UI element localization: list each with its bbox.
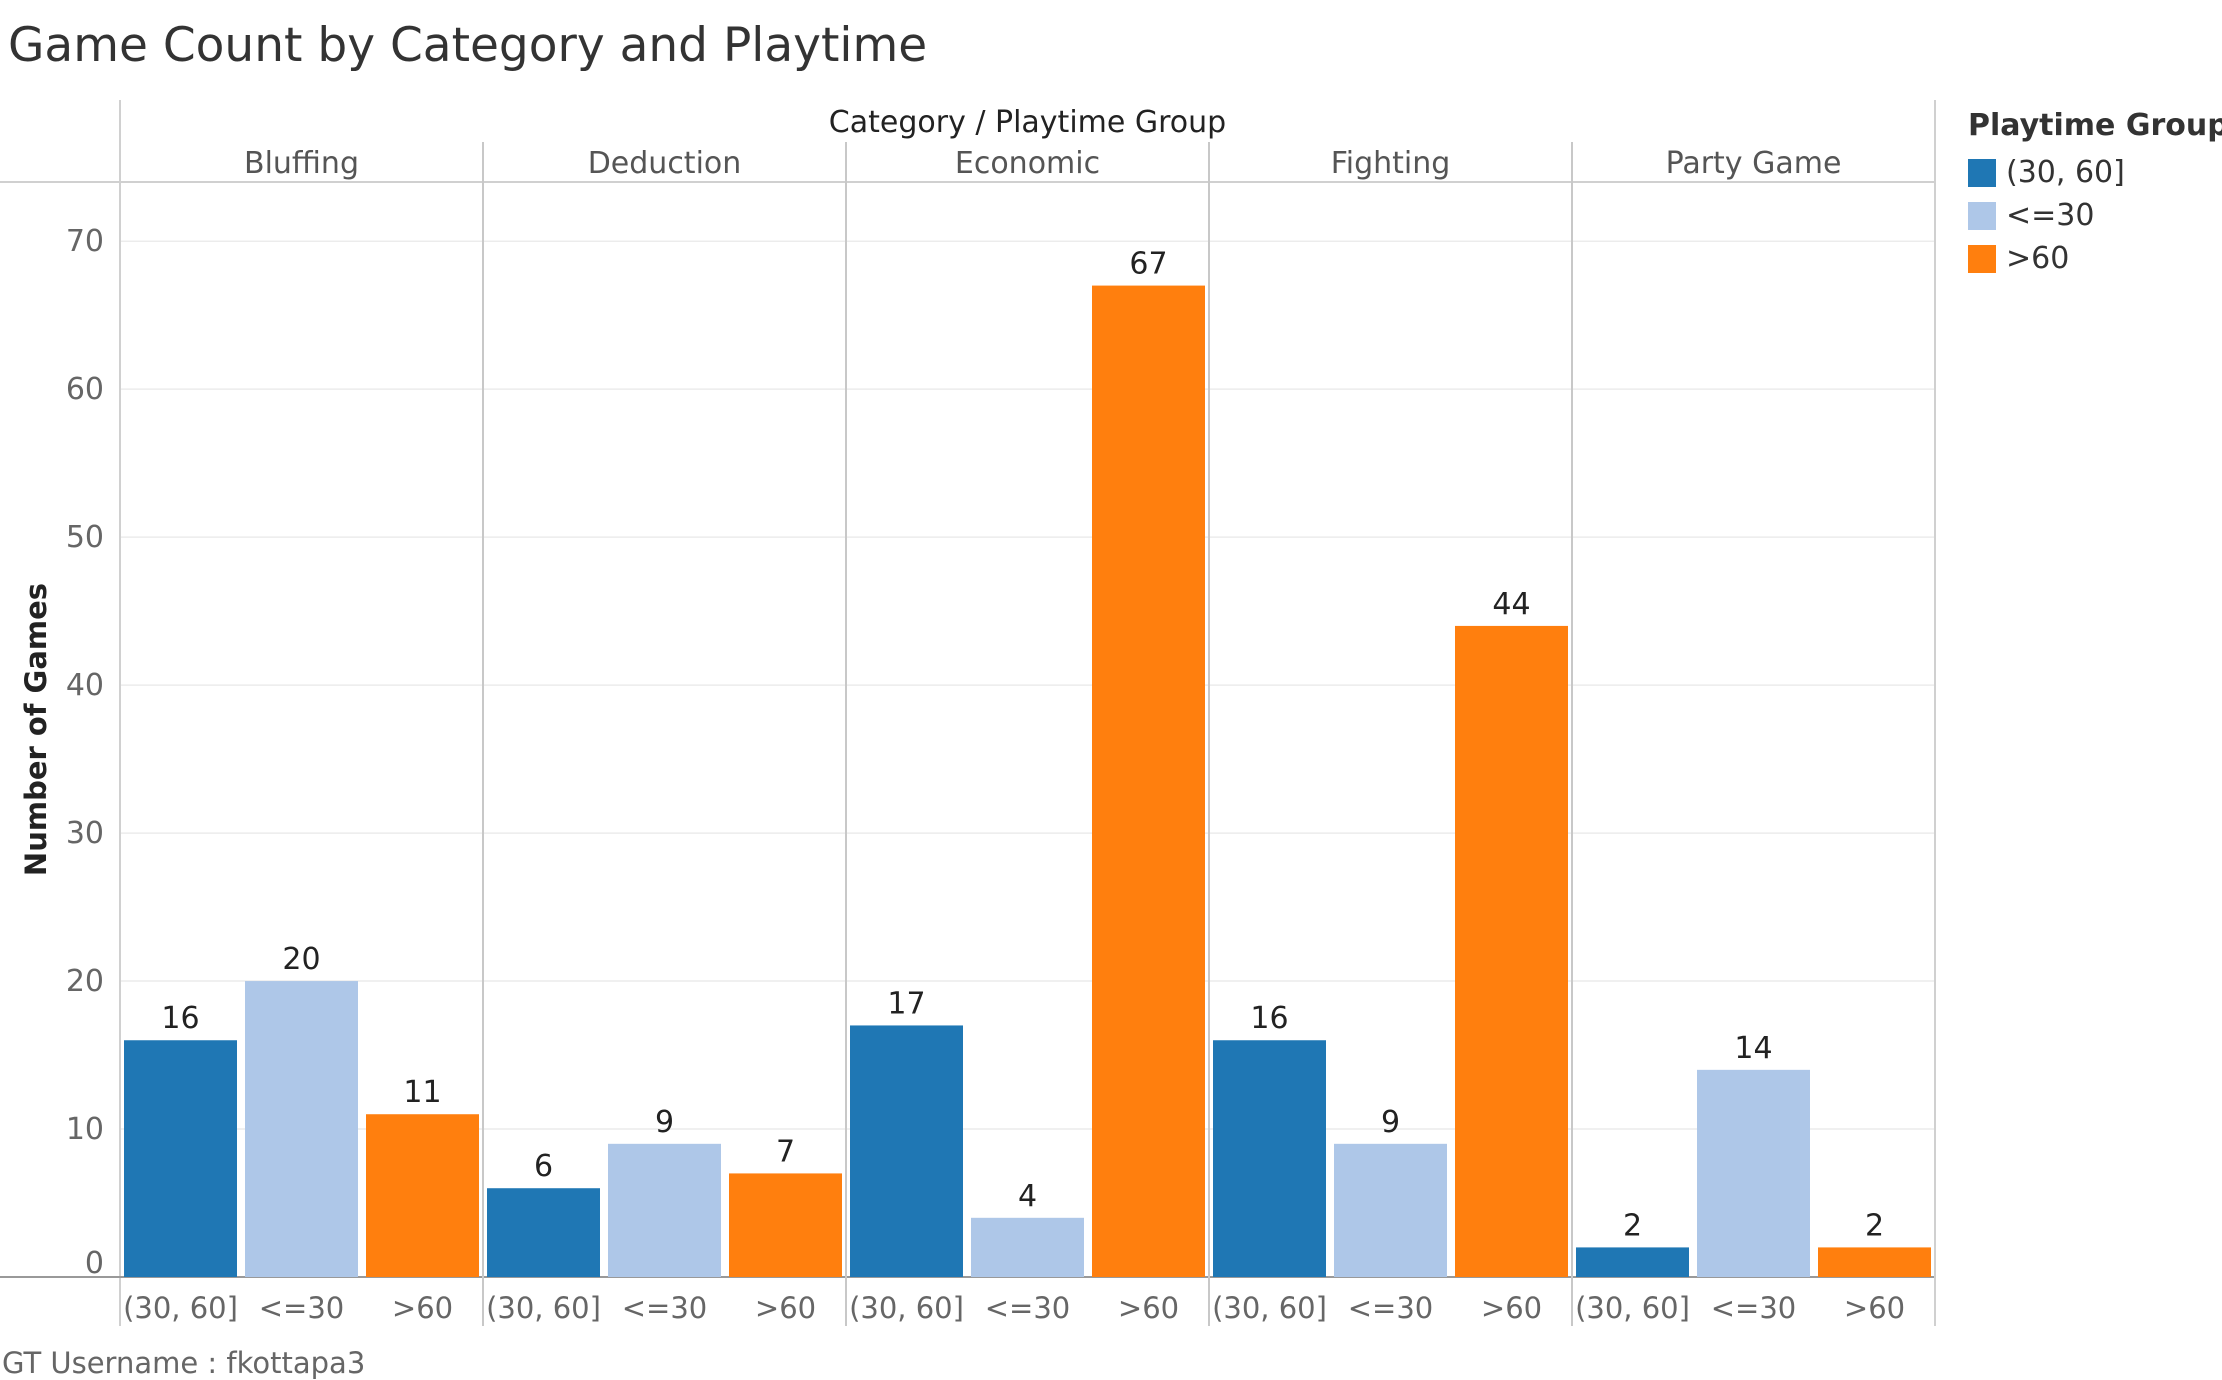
x-tick-label: <=30 — [985, 1291, 1071, 1325]
data-label: 2 — [1623, 1208, 1642, 1243]
bar — [366, 1114, 479, 1277]
x-tick-label: (30, 60] — [486, 1291, 601, 1325]
bar — [1576, 1247, 1689, 1277]
legend: Playtime Group (30, 60] <=30 >60 — [1968, 108, 2222, 280]
x-tick-label: >60 — [1118, 1291, 1179, 1325]
bar — [971, 1217, 1084, 1277]
y-tick-label: 10 — [66, 1112, 104, 1147]
username-footer: GT Username : fkottapa3 — [2, 1346, 366, 1380]
data-label: 20 — [282, 942, 320, 977]
x-tick-label: >60 — [1844, 1291, 1905, 1325]
column-header: Category / Playtime Group — [829, 105, 1226, 140]
bar — [124, 1040, 237, 1277]
y-tick-label: 30 — [66, 816, 104, 851]
data-label: 44 — [1492, 587, 1530, 622]
y-tick-label: 20 — [66, 964, 104, 999]
y-tick-label: 0 — [85, 1246, 104, 1281]
data-label: 2 — [1865, 1208, 1884, 1243]
bar — [1334, 1143, 1447, 1277]
data-label: 67 — [1129, 247, 1167, 282]
x-tick-label: <=30 — [622, 1291, 708, 1325]
y-tick-label: 40 — [66, 668, 104, 703]
category-label: Deduction — [588, 146, 742, 181]
data-label: 16 — [1250, 1001, 1288, 1036]
bar — [1818, 1247, 1931, 1277]
x-tick-label: <=30 — [1711, 1291, 1797, 1325]
bar — [245, 981, 358, 1277]
legend-label: <=30 — [2006, 198, 2095, 233]
x-tick-label: (30, 60] — [123, 1291, 238, 1325]
bar — [487, 1188, 600, 1277]
category-label: Economic — [955, 146, 1100, 181]
category-label: Fighting — [1331, 146, 1451, 181]
legend-title: Playtime Group — [1968, 108, 2222, 143]
x-tick-label: (30, 60] — [849, 1291, 964, 1325]
legend-items: (30, 60] <=30 >60 — [1968, 151, 2222, 280]
data-label: 17 — [887, 986, 925, 1021]
legend-item[interactable]: <=30 — [1968, 194, 2222, 237]
x-tick-label: >60 — [392, 1291, 453, 1325]
y-tick-label: 70 — [66, 224, 104, 259]
legend-swatch — [1968, 201, 1996, 230]
x-tick-label: (30, 60] — [1575, 1291, 1690, 1325]
bar — [729, 1173, 842, 1277]
x-tick-label: <=30 — [259, 1291, 345, 1325]
bar — [850, 1025, 963, 1277]
x-tick-label: >60 — [755, 1291, 816, 1325]
legend-swatch — [1968, 158, 1996, 187]
bar — [608, 1143, 721, 1277]
data-label: 7 — [776, 1134, 795, 1169]
legend-label: >60 — [2006, 241, 2070, 276]
y-axis-label: Number of Games — [19, 583, 53, 876]
bar — [1092, 285, 1205, 1278]
data-label: 6 — [534, 1149, 553, 1184]
chart-area: Category / Playtime Group Bluffing Deducti… — [0, 100, 1936, 1326]
chart-title: Game Count by Category and Playtime — [8, 18, 928, 73]
bar — [1697, 1069, 1810, 1277]
category-label: Party Game — [1666, 146, 1842, 181]
legend-label: (30, 60] — [2006, 155, 2125, 190]
data-label: 9 — [1381, 1105, 1400, 1140]
bar — [1455, 625, 1568, 1277]
x-tick-label: (30, 60] — [1212, 1291, 1327, 1325]
data-label: 11 — [403, 1075, 441, 1110]
legend-item[interactable]: >60 — [1968, 237, 2222, 280]
data-label: 14 — [1734, 1031, 1772, 1066]
category-label: Bluffing — [244, 146, 359, 181]
data-label: 16 — [161, 1001, 199, 1036]
x-tick-label: >60 — [1481, 1291, 1542, 1325]
x-tick-label: <=30 — [1348, 1291, 1434, 1325]
legend-swatch — [1968, 244, 1996, 273]
y-tick-label: 50 — [66, 520, 104, 555]
legend-item[interactable]: (30, 60] — [1968, 151, 2222, 194]
data-label: 4 — [1018, 1179, 1037, 1214]
bar — [1213, 1040, 1326, 1277]
y-tick-label: 60 — [66, 372, 104, 407]
data-label: 9 — [655, 1105, 674, 1140]
